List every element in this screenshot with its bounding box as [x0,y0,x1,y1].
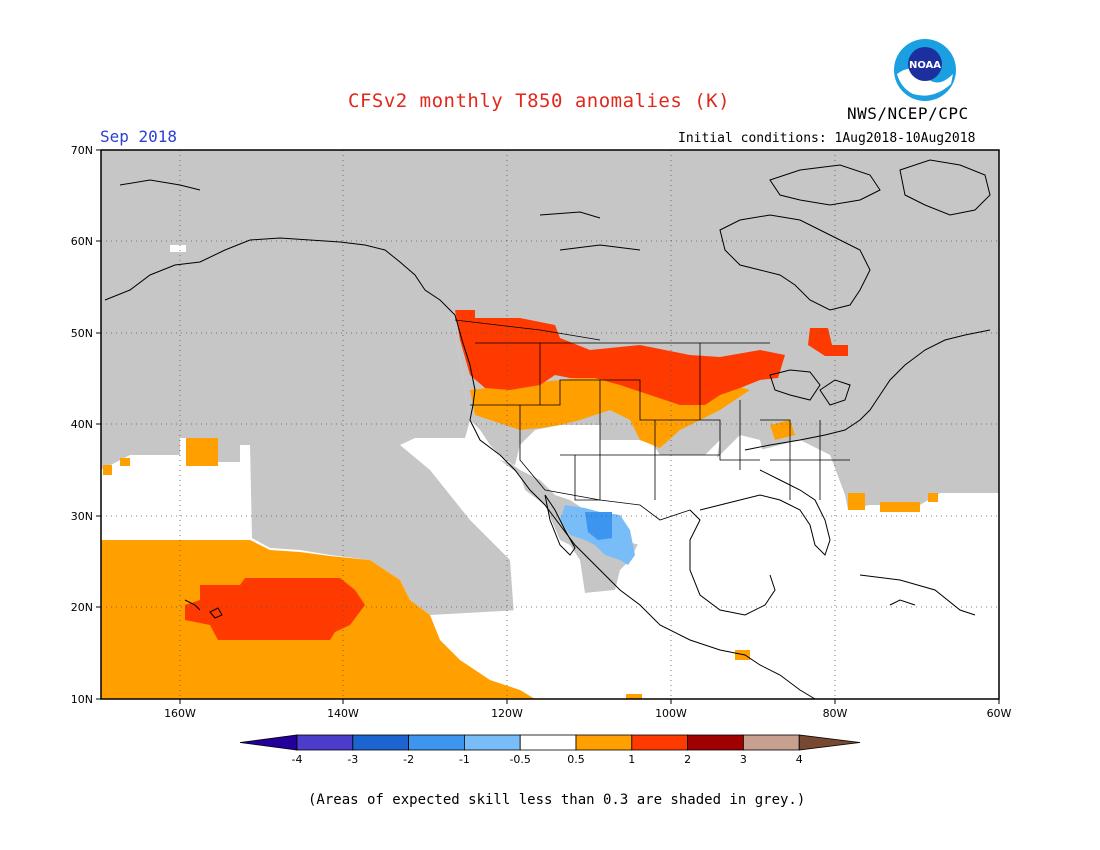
lat-tick-label: 10N [71,693,93,706]
lat-tick-label: 70N [71,144,93,157]
anomaly-blue-regions [560,505,635,565]
colorbar-arrow-low [239,734,298,751]
initial-conditions-label: Initial conditions: 1Aug2018-10Aug2018 [678,131,976,146]
lon-tick-label: 100W [655,707,687,720]
colorbar-swatch [575,734,633,751]
anomaly-red-regions [185,310,848,640]
colorbar-arrow-high [798,734,861,751]
colorbar-label: -1 [459,753,470,766]
neutral-pockets [170,245,999,699]
colorbar-label: -3 [347,753,358,766]
colorbar-swatch [296,734,354,751]
colorbar-swatch [743,734,800,751]
lat-tick-label: 40N [71,418,93,431]
colorbar-label: -2 [403,753,414,766]
latitude-labels: 70N 60N 50N 40N 30N 20N 10N [71,144,93,706]
lon-tick-label: 80W [823,707,848,720]
lon-tick-label: 60W [987,707,1012,720]
colorbar-label: 2 [684,753,691,766]
valid-month-label: Sep 2018 [100,127,178,146]
colorbar-label: -0.5 [509,753,530,766]
political-borders [454,319,850,521]
colorbar [239,734,861,751]
tick-marks [96,149,1000,704]
skill-note: (Areas of expected skill less than 0.3 a… [308,792,806,808]
lat-tick-label: 50N [71,327,93,340]
colorbar-swatch [631,734,688,751]
colorbar-label: 4 [796,753,803,766]
lat-tick-label: 60N [71,235,93,248]
colorbar-swatch [463,734,521,751]
longitude-labels: 160W 140W 120W 100W 80W 60W [164,707,1011,720]
colorbar-swatch [408,734,465,751]
colorbar-label: 0.5 [567,753,585,766]
colorbar-label: -4 [292,753,303,766]
noaa-logo: NOAA [893,38,957,102]
colorbar-labels: -4 -3 -2 -1 -0.5 0.5 1 2 3 4 [292,753,803,766]
lon-tick-label: 140W [327,707,359,720]
colorbar-swatch [519,734,577,751]
colorbar-label: 1 [628,753,635,766]
lat-tick-label: 30N [71,510,93,523]
lon-tick-label: 120W [491,707,523,720]
colorbar-swatch [352,734,409,751]
map-title: CFSv2 monthly T850 anomalies (K) [348,90,731,112]
colorbar-swatch [687,734,744,751]
agency-label: NWS/NCEP/CPC [847,104,969,123]
logo-text: NOAA [909,60,941,71]
colorbar-label: 3 [740,753,747,766]
lat-tick-label: 20N [71,601,93,614]
lon-tick-label: 160W [164,707,196,720]
